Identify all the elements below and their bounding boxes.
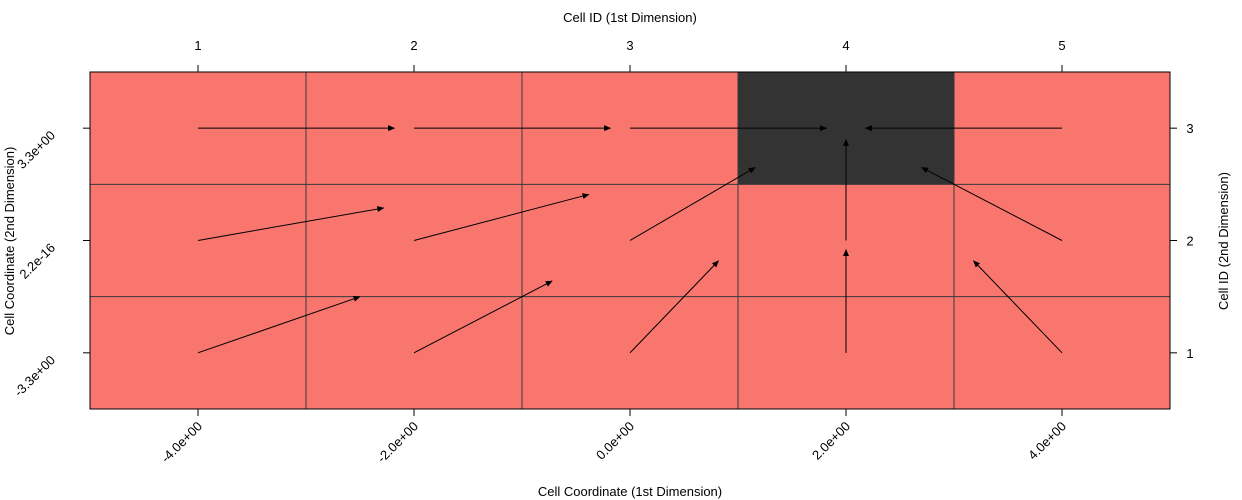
x2-tick-label: 1 [194,38,201,53]
y-axis-title: Cell Coordinate (2nd Dimension) [2,147,17,336]
flow-arrow [973,260,1063,354]
x-tick-label: 0.0e+00 [593,419,637,463]
flow-arrow [197,206,385,241]
y2-tick-label: 1 [1186,346,1193,361]
flow-arrow [629,260,719,354]
x-tick-label: -4.0e+00 [158,419,205,466]
y-tick-label: 2.2e-16 [16,240,58,282]
x2-tick-label: 3 [626,38,633,53]
y2-axis-title: Cell ID (2nd Dimension) [1216,172,1231,310]
x2-tick-label: 5 [1058,38,1065,53]
flow-arrow [629,167,756,241]
flow-arrow [413,280,553,354]
x-tick-label: -2.0e+00 [374,419,421,466]
x-tick-label: 4.0e+00 [1025,419,1069,463]
x2-axis-title: Cell ID (1st Dimension) [563,10,697,25]
y-tick-label: -3.3e+00 [11,352,58,399]
y2-tick-label: 3 [1186,121,1193,136]
flow-arrow [413,193,590,241]
flow-arrow [921,167,1063,241]
flow-arrow [197,295,361,354]
x-tick-label: 2.0e+00 [809,419,853,463]
x-axis-title: Cell Coordinate (1st Dimension) [538,484,722,499]
y-tick-label: 3.3e+00 [14,128,58,172]
x2-tick-label: 2 [410,38,417,53]
x2-tick-label: 4 [842,38,849,53]
y2-tick-label: 2 [1186,234,1193,249]
